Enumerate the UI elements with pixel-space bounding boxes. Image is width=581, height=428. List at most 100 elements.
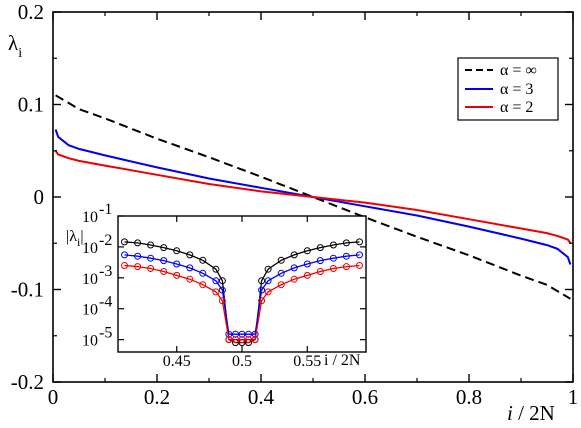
inset-point-1 [290, 264, 298, 272]
inset-y-tick-label: 10 [82, 302, 98, 319]
inset-point-1 [121, 251, 128, 259]
inset-y-tick-label: 10 [82, 240, 98, 257]
inset-y-tick-exponent: -4 [99, 294, 112, 311]
inset-point-2 [147, 265, 155, 272]
x-tick-label: 0.2 [144, 385, 170, 409]
x-axis-title-italic: i [507, 401, 513, 425]
inset-x-axis-title: i / 2N [324, 352, 361, 369]
y-tick-label: 0.2 [18, 0, 44, 24]
inset-point-0 [212, 265, 220, 273]
inset-point-0 [303, 247, 311, 255]
inset-y-axis-title-close: | [80, 228, 83, 245]
inset-point-0 [277, 256, 285, 264]
inset-point-1 [160, 257, 168, 265]
y-axis-title-sub: i [18, 46, 22, 61]
inset-point-1 [147, 254, 155, 262]
inset-y-tick-label: 10 [82, 271, 98, 288]
inset-point-1 [134, 252, 142, 260]
inset-point-0 [160, 244, 168, 252]
y-tick-label: -0.2 [11, 370, 44, 394]
inset-plot-frame [117, 215, 367, 353]
x-tick-label: 0.4 [248, 385, 275, 409]
legend-label-alpha-3: α = 3 [500, 81, 533, 98]
inset-point-0 [121, 238, 128, 246]
inset-point-0 [356, 238, 363, 246]
inset-series-line-2 [124, 264, 360, 341]
legend-label-alpha-2: α = 2 [500, 99, 533, 116]
inset-point-1 [329, 254, 337, 262]
inset-y-tick-exponent: -1 [99, 201, 112, 218]
inset-point-0 [147, 241, 155, 249]
x-axis-title-rest: / 2N [513, 401, 555, 425]
y-axis-title-main: λ [8, 31, 19, 55]
inset-point-1 [173, 260, 181, 268]
inset-y-tick-label: 10 [82, 209, 98, 226]
inset-y-tick-label: 10 [82, 333, 98, 350]
inset-point-2 [218, 297, 226, 305]
x-axis-title: i / 2N [507, 401, 555, 425]
inset-point-0 [329, 241, 337, 249]
inset-point-2 [225, 336, 233, 344]
x-tick-label: 0.8 [456, 385, 482, 409]
inset-point-0 [186, 251, 194, 259]
inset-point-2 [199, 281, 207, 289]
inset-point-2 [342, 263, 350, 271]
inset-point-2 [258, 297, 266, 305]
y-tick-label: -0.1 [11, 278, 44, 302]
inset-point-2 [245, 336, 252, 344]
inset-series-line-1 [124, 254, 360, 335]
inset-x-tick-label: 0.5 [232, 353, 252, 370]
inset-point-0 [264, 265, 272, 273]
inset-point-1 [316, 257, 324, 265]
y-tick-label: 0 [34, 185, 45, 209]
inset-point-2 [316, 268, 324, 275]
inset-point-1 [186, 264, 194, 272]
x-tick-label: 0.6 [352, 385, 378, 409]
inset-point-0 [316, 244, 324, 252]
inset-point-2 [356, 262, 363, 269]
inset-point-0 [134, 239, 142, 247]
inset-y-tick-exponent: -3 [99, 263, 112, 280]
inset-point-1 [212, 277, 220, 285]
inset-point-2 [160, 268, 168, 275]
inset-point-1 [245, 330, 252, 338]
inset-point-2 [264, 288, 272, 296]
inset-x-tick-label: 0.45 [163, 353, 191, 370]
inset-y-tick-exponent: -2 [99, 232, 112, 249]
inset-point-2 [186, 275, 194, 283]
inset-point-1 [199, 269, 207, 277]
inset-point-2 [121, 262, 128, 269]
inset-point-2 [212, 288, 220, 296]
inset-point-2 [303, 271, 311, 279]
inset-point-0 [290, 251, 298, 259]
inset-point-0 [199, 256, 207, 264]
y-axis-title: λi [8, 31, 22, 61]
inset-point-1 [356, 251, 363, 259]
inset-point-0 [342, 239, 350, 247]
inset-y-axis-title-sub: i [77, 235, 81, 249]
inset-point-1 [342, 252, 350, 260]
y-tick-label: 0.1 [18, 93, 44, 117]
inset-point-1 [264, 277, 272, 285]
inset-point-1 [303, 260, 311, 268]
inset-point-2 [329, 265, 337, 272]
inset-point-1 [258, 286, 266, 294]
inset-point-2 [134, 263, 142, 271]
inset-point-1 [218, 286, 226, 294]
x-tick-label: 1 [568, 385, 579, 409]
x-tick-label: 0 [48, 385, 59, 409]
inset-y-tick-exponent: -5 [99, 325, 112, 342]
inset-point-2 [290, 275, 298, 283]
inset-x-tick-label: 0.55 [293, 353, 321, 370]
main-series-line-2 [54, 150, 572, 244]
inset-y-axis-title: |λi| [66, 228, 84, 249]
inset-point-2 [251, 336, 259, 344]
inset-point-1 [277, 269, 285, 277]
inset-point-0 [173, 247, 181, 255]
legend: α = ∞ α = 3 α = 2 [457, 57, 559, 121]
inset-point-2 [173, 271, 181, 279]
inset-point-2 [277, 281, 285, 289]
inset-y-axis-title-main: |λ [66, 228, 77, 245]
legend-label-alpha-inf: α = ∞ [500, 62, 537, 79]
